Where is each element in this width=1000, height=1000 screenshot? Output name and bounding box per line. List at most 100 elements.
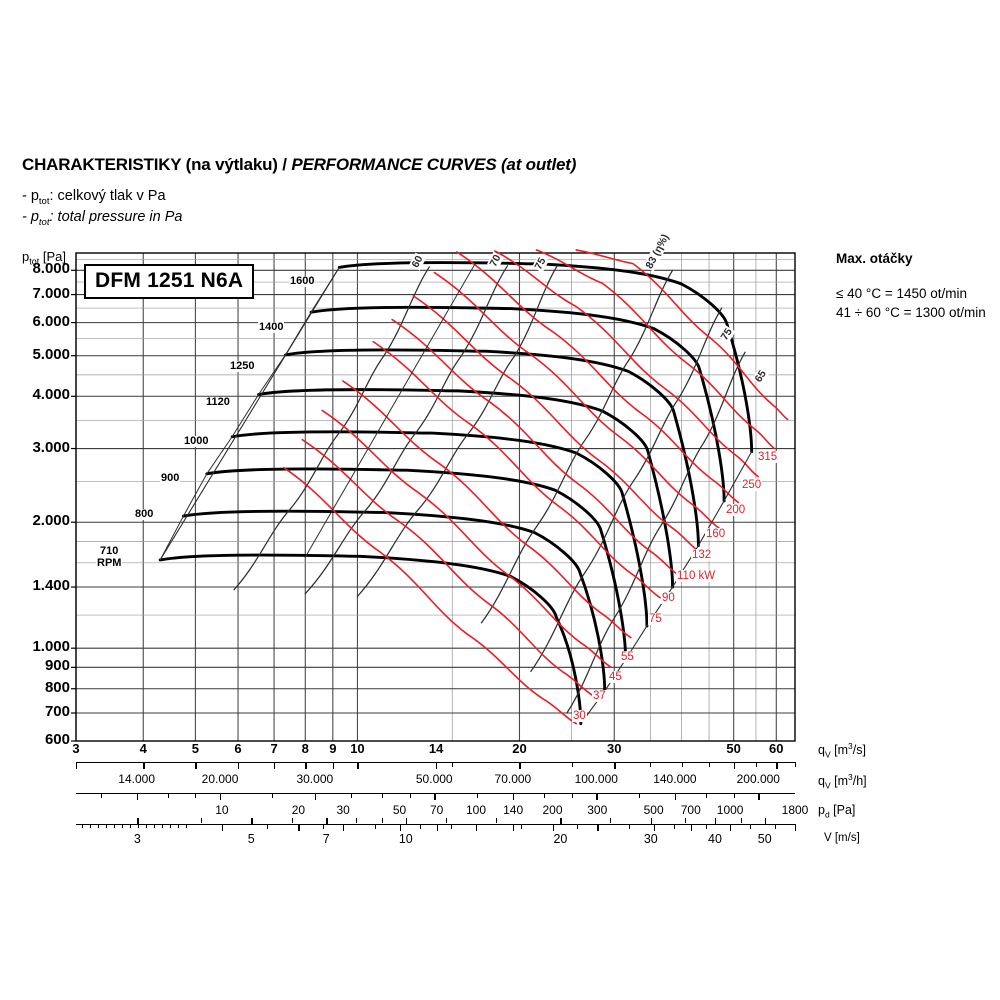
axis-tick: [251, 818, 253, 825]
axis-tick: [638, 793, 640, 798]
y-tick-1000: 1.000: [32, 638, 70, 656]
axis-tick: [436, 824, 438, 831]
power-label-160kw: 160: [705, 528, 727, 540]
power-line-37kw: [301, 438, 594, 697]
y-tick-3000: 3.000: [32, 438, 70, 456]
axis-tick: [167, 793, 169, 798]
power-label-315kw: 315: [757, 451, 779, 463]
pd-tick-20: 20: [291, 803, 306, 817]
rpm-label-1120: 1120: [205, 396, 231, 408]
y-tick-2000: 2.000: [32, 512, 70, 530]
pd-tick-30: 30: [336, 803, 350, 817]
axis-tick: [690, 824, 693, 831]
y-tick-600: 600: [44, 731, 70, 748]
speed-curve-1400: [309, 305, 726, 503]
axis-tick: [100, 793, 102, 798]
v-tick-7: 7: [322, 832, 330, 846]
power-label-75kw: 75: [648, 613, 663, 625]
axis-tick: [220, 793, 222, 800]
qv-m3h-tick-100000: 100.000: [574, 772, 618, 786]
pd-tick-500: 500: [643, 803, 664, 817]
stall-boundary: [580, 451, 753, 725]
axis-tick: [452, 762, 454, 767]
axis-tick: [714, 818, 717, 825]
axis-tick: [82, 824, 83, 828]
axis-name-v-ms: V [m/s]: [824, 832, 860, 844]
power-line-110kw: [412, 295, 701, 553]
axis-tick: [597, 824, 599, 831]
speed-curve-710: [158, 553, 583, 726]
axis-tick: [146, 824, 147, 828]
pd-tick-70: 70: [429, 803, 444, 817]
axis-tick: [512, 793, 515, 800]
axis-tick: [298, 824, 300, 831]
y-tick-4000: 4.000: [32, 386, 70, 404]
axis-tick: [122, 824, 123, 828]
axis-tick: [434, 793, 436, 800]
axis-tick: [650, 818, 653, 825]
qv-m3s-tick-3: 3: [72, 741, 80, 756]
power-line-200kw: [494, 250, 759, 478]
axis-tick: [195, 793, 197, 798]
axis-tick: [350, 793, 352, 798]
qv-m3s-tick-6: 6: [234, 741, 242, 756]
qv-m3s-tick-20: 20: [512, 741, 527, 756]
page-title-italic: PERFORMANCE CURVES (at outlet): [291, 155, 577, 174]
qv-m3s-tick-60: 60: [769, 741, 784, 756]
qv-m3h-tick-14000: 14.000: [118, 772, 156, 786]
axis-tick: [399, 824, 401, 831]
efficiency-line-60: [233, 266, 430, 591]
axis-tick: [305, 762, 307, 769]
axis-tick: [374, 824, 376, 829]
power-line-75kw: [372, 340, 661, 599]
efficiency-line-70: [304, 265, 509, 595]
qv-m3s-tick-10: 10: [350, 741, 365, 756]
rpm-label-710: 710 RPM: [96, 545, 123, 570]
qv-m3h-tick-70000: 70.000: [494, 772, 532, 786]
axis-tick: [274, 762, 276, 769]
qv-m3h-tick-20000: 20.000: [201, 772, 239, 786]
axis-tick: [106, 824, 107, 828]
axis-tick: [314, 793, 317, 800]
axis-tick: [195, 762, 197, 769]
qv-m3h-tick-200000: 200.000: [736, 772, 780, 786]
axis-tick: [137, 818, 139, 825]
subtitle-en: - ptot: total pressure in Pa: [22, 209, 183, 228]
axis-tick: [76, 762, 78, 769]
efficiency-line-83: [480, 269, 674, 624]
axis-tick: [774, 824, 776, 829]
axis-tick: [733, 793, 735, 798]
y-tick-1400: 1.400: [32, 577, 70, 595]
power-label-90kw: 90: [661, 592, 676, 604]
axis-tick: [513, 824, 515, 831]
axis-tick: [571, 762, 573, 767]
surge-guide-1120: [258, 354, 286, 396]
axis-tick: [476, 824, 478, 831]
axis-tick: [650, 762, 652, 767]
axis-tick: [571, 793, 573, 798]
power-label-45kw: 45: [608, 671, 623, 683]
pd-tick-1800: 1800: [781, 803, 809, 817]
axis-tick: [733, 762, 736, 769]
y-tick-8000: 8.000: [32, 260, 70, 278]
page-title-bold: CHARAKTERISTIKY (na výtlaku) /: [22, 155, 292, 174]
qv-m3h-tick-30000: 30.000: [296, 772, 334, 786]
v-tick-3: 3: [133, 832, 141, 846]
power-line-55kw: [342, 380, 632, 639]
power-label-55kw: 55: [620, 651, 635, 663]
axis-tick: [409, 793, 411, 798]
axis-tick: [130, 824, 131, 828]
axis-tick: [186, 824, 187, 828]
subtitle-cz: - ptot: celkový tlak v Pa: [22, 188, 166, 207]
axis-tick: [382, 793, 384, 798]
rpm-label-800: 800: [134, 508, 155, 520]
axis-tick: [681, 762, 683, 767]
axis-tick: [114, 824, 115, 828]
axis-tick: [90, 824, 91, 828]
axis-tick: [614, 762, 616, 769]
axis-tick: [357, 762, 359, 769]
axis-tick: [685, 818, 687, 823]
axis-tick: [544, 793, 546, 798]
power-line-315kw: [575, 249, 789, 421]
